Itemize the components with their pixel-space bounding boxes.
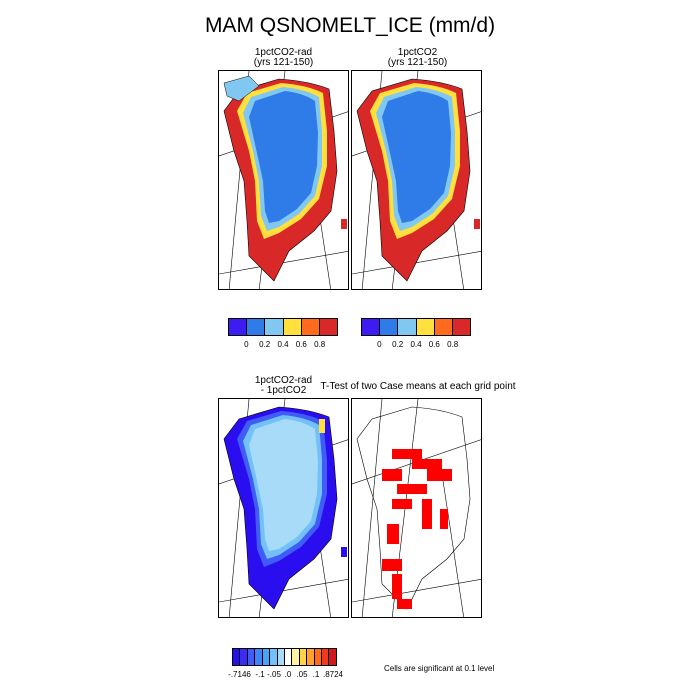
colorbar-swatch <box>262 649 271 665</box>
greenland-map-difference <box>219 399 348 617</box>
greenland-map-significance <box>352 399 481 617</box>
colorbar-tick-label: 0.2 <box>259 340 271 349</box>
colorbar-swatch <box>255 649 263 665</box>
colorbar-top-right <box>361 318 471 336</box>
colorbar-tick-label: 0.6 <box>295 340 307 349</box>
colorbar-swatch <box>416 319 435 335</box>
map-panel-difference <box>218 398 349 618</box>
colorbar-swatch <box>362 319 381 335</box>
colorbar-swatch <box>307 649 315 665</box>
colorbar-tick-label: 0.6 <box>428 340 440 349</box>
colorbar-swatch <box>247 319 266 335</box>
colorbar-swatch <box>452 319 471 335</box>
colorbar-swatch <box>233 649 241 665</box>
colorbar-tick-label: 0.2 <box>392 340 404 349</box>
colorbar-swatch <box>270 649 278 665</box>
map-panel-ttest <box>351 398 482 618</box>
colorbar-labels-left: 0 0.2 0.4 0.6 0.8 <box>228 340 338 352</box>
colorbar-tick-label: .0 <box>284 670 292 679</box>
colorbar-tick-label: 0.4 <box>410 340 422 349</box>
colorbar-swatch <box>319 319 338 335</box>
colorbar-swatch <box>434 319 453 335</box>
colorbar-tick-label: -.05 <box>267 670 281 679</box>
colorbar-swatch <box>322 649 330 665</box>
map-panel-1pctco2 <box>351 70 482 290</box>
colorbar-tick-label: -.1 <box>255 670 265 679</box>
colorbar-swatch <box>299 649 308 665</box>
colorbar-swatch <box>380 319 399 335</box>
colorbar-tick-label: .05 <box>296 670 308 679</box>
figure-title: MAM QSNOMELT_ICE (mm/d) <box>204 14 496 37</box>
colorbar-swatch <box>229 319 248 335</box>
colorbar-tick-label: 0.8 <box>447 340 459 349</box>
panel-title-1pctco2-rad: 1pctCO2-rad (yrs 121-150) <box>253 47 314 68</box>
colorbar-swatch <box>398 319 417 335</box>
colorbar-tick-label: .1 <box>312 670 320 679</box>
colorbar-swatch <box>284 649 293 665</box>
colorbar-tick-label: 0 <box>377 340 382 349</box>
colorbar-tick-label: 0.4 <box>277 340 289 349</box>
colorbar-tick-label: -.7146 <box>228 670 251 679</box>
colorbar-swatch <box>283 319 302 335</box>
colorbar-swatch <box>240 649 248 665</box>
colorbar-tick-label: 0.8 <box>314 340 326 349</box>
colorbar-tick-label: .8724 <box>322 670 344 679</box>
panel-title-ttest: T-Test of two Case means at each grid po… <box>320 381 516 392</box>
significance-note: Cells are significant at 0.1 level <box>384 664 495 673</box>
colorbar-difference <box>232 648 337 666</box>
colorbar-swatch <box>329 649 336 665</box>
colorbar-swatch <box>265 319 284 335</box>
colorbar-labels-right: 0 0.2 0.4 0.6 0.8 <box>361 340 471 352</box>
colorbar-swatch <box>247 649 256 665</box>
colorbar-swatch <box>292 649 300 665</box>
colorbar-swatch <box>314 649 323 665</box>
colorbar-difference-labels: -.7146 -.1 -.05 .0 .05 .1 .8724 <box>228 670 343 682</box>
map-panel-1pctco2-rad <box>218 70 349 290</box>
colorbar-swatch <box>277 649 285 665</box>
panel-title-difference: 1pctCO2-rad - 1pctCO2 <box>254 375 313 396</box>
colorbar-top-left <box>228 318 338 336</box>
panel-title-1pctco2: 1pctCO2 (yrs 121-150) <box>387 47 448 68</box>
greenland-map-rad <box>219 71 348 289</box>
greenland-map-control <box>352 71 481 289</box>
colorbar-tick-label: 0 <box>244 340 249 349</box>
colorbar-swatch <box>301 319 320 335</box>
